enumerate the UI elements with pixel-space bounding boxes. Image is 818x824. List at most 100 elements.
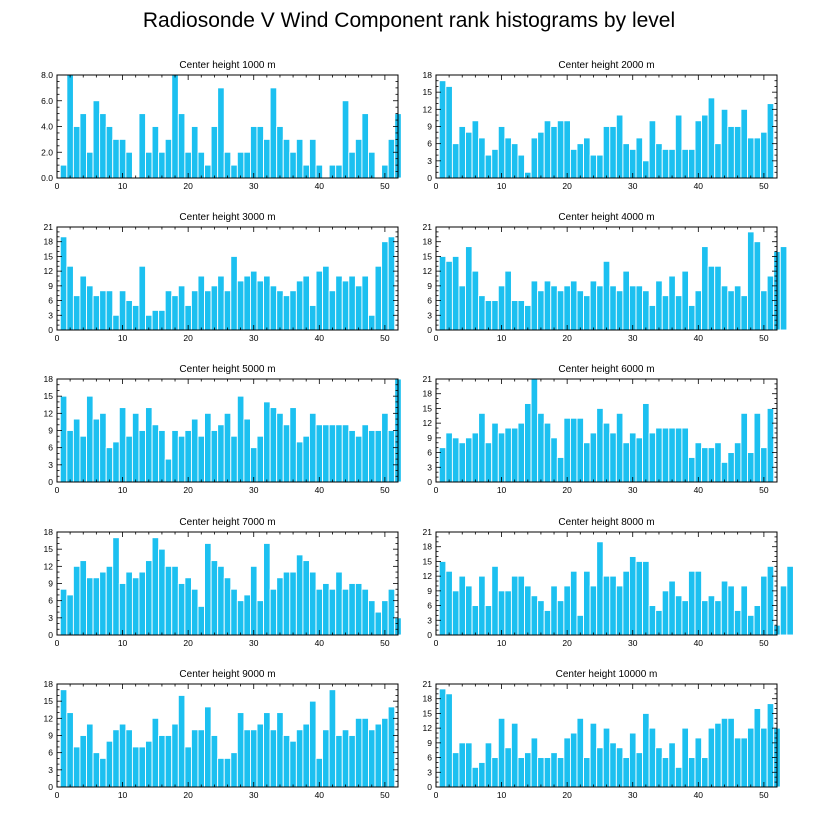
y-tick-label: 9	[48, 426, 53, 436]
bar	[99, 113, 107, 179]
bar	[543, 610, 552, 636]
bar	[674, 295, 683, 331]
bar	[609, 575, 617, 636]
y-tick-label: 3	[427, 156, 432, 166]
y-tick-label: 0.0	[41, 173, 53, 183]
bar	[381, 241, 389, 331]
bar	[289, 571, 297, 636]
bar	[276, 126, 284, 179]
bar	[445, 432, 453, 483]
bar	[374, 430, 383, 483]
bar	[72, 126, 81, 179]
bar	[249, 270, 258, 331]
y-tick-label: 9	[427, 281, 432, 291]
bar	[615, 412, 624, 483]
bar	[341, 280, 350, 331]
bar	[309, 700, 317, 788]
bar	[59, 395, 68, 483]
bar	[655, 427, 663, 483]
bar	[256, 126, 265, 179]
x-tick-label: 40	[315, 181, 325, 191]
y-tick-label: 6.0	[41, 96, 53, 106]
y-tick-label: 4.0	[41, 122, 53, 132]
bar	[184, 430, 192, 483]
bar	[190, 729, 199, 788]
y-tick-label: 15	[423, 403, 433, 413]
bar	[740, 295, 748, 331]
chart-panel-1: Center height 1000 m 0 10 20 30 40 50 0.0 2.0 4.0…	[41, 60, 402, 191]
bar	[714, 722, 722, 788]
bar	[145, 151, 153, 179]
bar	[263, 542, 271, 636]
bar	[92, 100, 101, 179]
bar	[309, 138, 317, 179]
bar	[125, 571, 133, 636]
y-tick-label: 21	[423, 374, 433, 384]
y-tick-label: 15	[423, 708, 433, 718]
y-tick-label: 6	[427, 139, 432, 149]
y-tick-label: 12	[423, 266, 433, 276]
bar	[465, 246, 473, 331]
bar	[569, 732, 578, 788]
bar	[465, 131, 473, 179]
bar	[79, 435, 87, 483]
bar	[131, 305, 140, 331]
bar	[727, 585, 735, 636]
bar	[543, 757, 552, 788]
y-tick-label: 12	[423, 104, 433, 114]
x-tick-label: 50	[759, 790, 769, 800]
x-tick-label: 50	[759, 333, 769, 343]
bar	[556, 757, 565, 788]
bar	[243, 418, 251, 483]
bar	[635, 437, 644, 483]
y-tick-label: 12	[423, 723, 433, 733]
bar	[458, 575, 466, 636]
bar	[204, 164, 212, 179]
bar	[674, 766, 683, 788]
bar	[563, 585, 571, 636]
bar	[688, 305, 696, 331]
bar	[648, 727, 657, 788]
bar	[471, 766, 480, 788]
bar	[243, 594, 251, 636]
bar	[86, 577, 94, 636]
bar	[138, 746, 146, 788]
bar	[504, 747, 512, 788]
bar	[615, 747, 624, 788]
bar	[569, 570, 578, 636]
y-tick-label: 18	[423, 237, 433, 247]
bar	[465, 742, 473, 788]
bar	[543, 280, 552, 331]
bar	[688, 148, 696, 179]
bar	[243, 151, 251, 179]
bar	[471, 120, 480, 179]
bar	[543, 120, 552, 179]
bar	[661, 757, 670, 788]
bar	[322, 265, 330, 331]
bar	[747, 452, 755, 483]
bar	[779, 585, 788, 636]
y-tick-label: 0	[427, 630, 432, 640]
bar	[230, 435, 238, 483]
bar	[197, 275, 206, 331]
y-tick-label: 9	[427, 586, 432, 596]
bar	[504, 137, 512, 179]
bar	[668, 148, 676, 179]
y-tick-label: 21	[44, 222, 54, 232]
bar	[105, 126, 114, 179]
bar	[727, 126, 735, 179]
bar	[79, 275, 87, 331]
x-tick-label: 30	[628, 485, 638, 495]
bar	[177, 113, 186, 179]
bar	[445, 570, 453, 636]
bar	[556, 120, 565, 179]
y-tick-label: 6	[48, 296, 53, 306]
y-tick-label: 3	[48, 310, 53, 320]
bar	[688, 457, 696, 483]
bar	[249, 729, 258, 788]
y-tick-label: 3	[48, 460, 53, 470]
bar	[583, 442, 591, 483]
bar	[158, 430, 166, 483]
x-tick-label: 0	[434, 333, 439, 343]
panel-title: Center height 3000 m	[179, 212, 275, 223]
